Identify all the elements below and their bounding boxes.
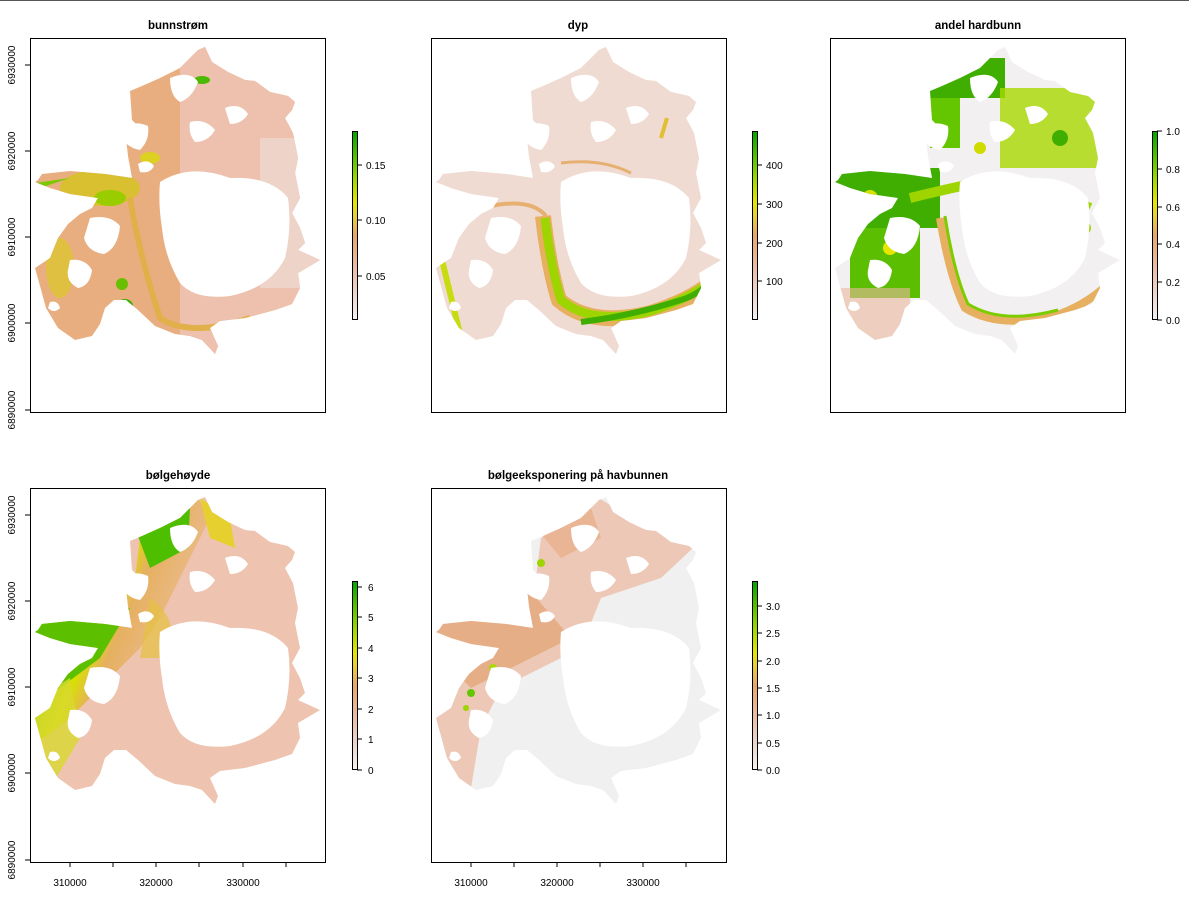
legend-tick-label: 0.2 — [1166, 278, 1180, 289]
legend-tick-label: 4 — [368, 644, 374, 655]
y-tick-label: 6890000 — [7, 840, 18, 879]
panel-title: bølgeeksponering på havbunnen — [488, 470, 668, 482]
legend-tick-label: 0.05 — [366, 272, 386, 283]
y-tick-label: 6920000 — [7, 131, 18, 170]
map-raster-dyp — [436, 47, 721, 354]
y-tick-label: 6900000 — [7, 753, 18, 792]
legend-tick-label: 0.0 — [1166, 316, 1180, 327]
x-tick-label: 330000 — [626, 878, 660, 889]
legend-tick-label: 400 — [766, 161, 783, 172]
legend-tick-label: 0.15 — [366, 161, 386, 172]
panel-andel-hardbunn: andel hardbunn — [830, 20, 1180, 413]
panel-title: bunnstrøm — [148, 20, 208, 32]
plot-frame — [30, 38, 326, 413]
legend-tick-label: 3.0 — [766, 602, 780, 613]
x-axis: 310000 320000 330000 — [454, 862, 687, 889]
legend-tick-label: 0.8 — [1166, 165, 1180, 176]
panel-title: dyp — [568, 20, 588, 32]
legend-tick-label: 300 — [766, 200, 783, 211]
map-raster-andel-hardbunn — [835, 47, 1120, 354]
legend-tick-label: 100 — [766, 277, 783, 288]
top-border-line — [0, 0, 1189, 1]
colorbar-legend: 0.15 0.10 0.05 — [352, 131, 386, 320]
plot-frame — [431, 488, 727, 863]
map-raster-bolgeeksponering — [436, 497, 721, 804]
panel-title: bølgehøyde — [146, 470, 211, 482]
legend-tick-label: 0 — [368, 766, 374, 777]
x-tick-label: 320000 — [139, 878, 173, 889]
legend-tick-label: 0.10 — [366, 216, 386, 227]
x-tick-label: 330000 — [226, 878, 260, 889]
legend-tick-label: 200 — [766, 239, 783, 250]
legend-tick-label: 1.0 — [1166, 127, 1180, 138]
x-tick-label: 310000 — [454, 878, 488, 889]
colorbar-legend: 400 300 200 100 — [752, 131, 783, 320]
colorbar-legend: 6 5 4 3 2 1 0 — [352, 581, 374, 777]
x-tick-label: 320000 — [540, 878, 574, 889]
legend-tick-label: 3 — [368, 674, 374, 685]
legend-tick-label: 2.5 — [766, 629, 780, 640]
panel-bolgeeksponering: bølgeeksponering på havbunnen — [431, 470, 780, 889]
x-axis: 310000 320000 330000 — [53, 862, 287, 889]
map-raster-bunnstrom — [35, 47, 320, 354]
panel-bunnstrom: bunnstrøm — [7, 20, 386, 429]
y-tick-label: 6910000 — [7, 667, 18, 706]
panel-title: andel hardbunn — [935, 20, 1021, 32]
y-axis: 6930000 6920000 6910000 6900000 6890000 — [7, 495, 30, 879]
legend-tick-label: 5 — [368, 613, 374, 624]
y-tick-label: 6920000 — [7, 581, 18, 620]
plot-frame — [431, 38, 727, 413]
colorbar-legend: 3.0 2.5 2.0 1.5 1.0 0.5 0.0 — [752, 581, 780, 777]
y-tick-label: 6900000 — [7, 303, 18, 342]
y-axis: 6930000 6920000 6910000 6900000 6890000 — [7, 45, 30, 429]
legend-tick-label: 2.0 — [766, 657, 780, 668]
legend-tick-label: 0.4 — [1166, 240, 1180, 251]
x-tick-label: 310000 — [53, 878, 87, 889]
y-tick-label: 6910000 — [7, 217, 18, 256]
legend-tick-label: 1 — [368, 735, 374, 746]
plot-frame — [30, 488, 326, 863]
legend-tick-label: 0.6 — [1166, 203, 1180, 214]
colorbar-legend: 1.0 0.8 0.6 0.4 0.2 0.0 — [1152, 127, 1180, 327]
y-tick-label: 6930000 — [7, 45, 18, 84]
legend-tick-label: 1.5 — [766, 684, 780, 695]
y-tick-label: 6930000 — [7, 495, 18, 534]
legend-tick-label: 1.0 — [766, 711, 780, 722]
y-tick-label: 6890000 — [7, 390, 18, 429]
legend-tick-label: 6 — [368, 583, 374, 594]
plot-frame — [830, 38, 1126, 413]
legend-tick-label: 0.0 — [766, 766, 780, 777]
legend-tick-label: 0.5 — [766, 739, 780, 750]
panel-dyp: dyp 400 300 200 100 — [431, 20, 783, 413]
map-raster-bolgehoyde — [35, 497, 320, 804]
panel-bolgehoyde: bølgehøyde 6930000 6920000 6910000 69 — [7, 470, 374, 889]
legend-tick-label: 2 — [368, 705, 374, 716]
